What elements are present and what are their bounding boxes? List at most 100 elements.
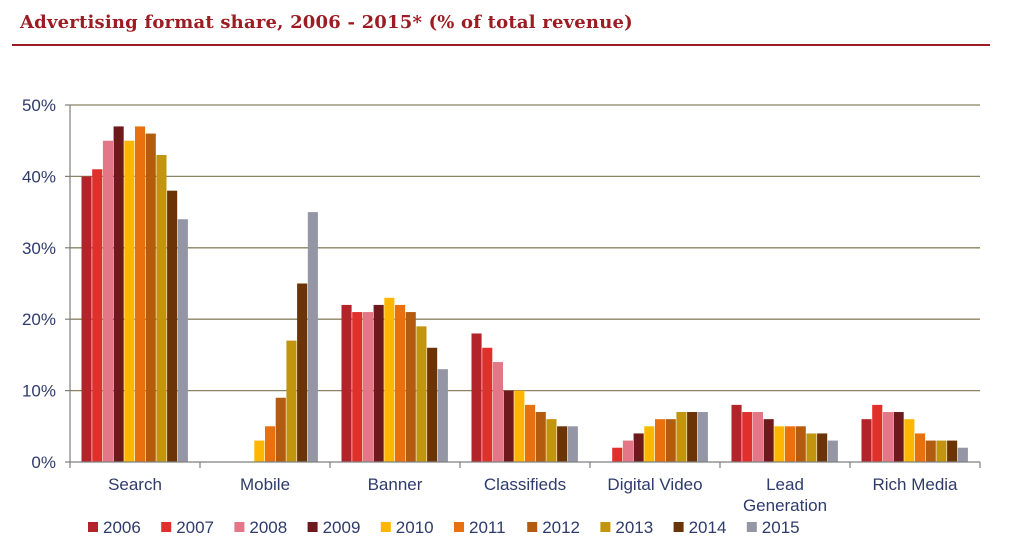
- bar-2015: [957, 447, 968, 462]
- bar-2006: [861, 419, 872, 462]
- bar-2015: [437, 369, 448, 462]
- x-tick-label: Search: [108, 475, 162, 494]
- bar-2013: [416, 326, 427, 462]
- bar-2011: [785, 426, 796, 462]
- legend-swatch-2010: [380, 522, 391, 532]
- y-tick-label: 20%: [22, 310, 56, 329]
- bar-2014: [557, 426, 568, 462]
- bar-2008: [492, 362, 503, 462]
- bar-2014: [427, 347, 438, 462]
- bar-2007: [612, 447, 623, 462]
- legend-label: 2010: [396, 518, 434, 537]
- legend: 2006 2007 2008 2009 2010 2011 2012 2013 2014 2015: [88, 518, 800, 537]
- legend-swatch-2008: [234, 522, 245, 532]
- bar-2014: [297, 283, 308, 462]
- axes: [65, 104, 981, 468]
- bar-2013: [806, 433, 817, 462]
- legend-label: 2012: [542, 518, 580, 537]
- bar-2011: [135, 126, 146, 463]
- bar-2010: [254, 440, 265, 462]
- bar-2014: [687, 412, 698, 462]
- bar-2009: [373, 304, 384, 462]
- x-tick-label: Mobile: [240, 475, 290, 494]
- bar-2015: [697, 412, 708, 462]
- legend-swatch-2013: [600, 522, 611, 532]
- bar-2010: [774, 426, 785, 462]
- bar-2012: [405, 312, 416, 462]
- bar-2011: [655, 419, 666, 462]
- bar-2007: [742, 412, 753, 462]
- legend-swatch-2012: [527, 522, 538, 532]
- bar-2009: [503, 390, 514, 462]
- bar-2008: [102, 140, 113, 462]
- bar-2015: [177, 219, 188, 462]
- legend-swatch-2009: [307, 522, 318, 532]
- bar-2006: [731, 404, 742, 462]
- bar-2014: [817, 433, 828, 462]
- y-tick-label: 30%: [22, 239, 56, 258]
- bar-2008: [882, 412, 893, 462]
- legend-label: 2009: [323, 518, 361, 537]
- bar-2007: [872, 404, 883, 462]
- bar-2015: [827, 440, 838, 462]
- x-axis-labels: Search Mobile Banner Classifieds Digital Vid…: [108, 475, 958, 515]
- legend-label: 2008: [249, 518, 287, 537]
- bar-2013: [936, 440, 947, 462]
- bar-2006: [81, 176, 92, 462]
- bar-2012: [665, 419, 676, 462]
- legend-label: 2013: [615, 518, 653, 537]
- bar-2013: [156, 154, 167, 463]
- legend-swatch-2011: [454, 522, 464, 532]
- y-axis-labels: 0% 10% 20% 30% 40% 50%: [22, 96, 56, 472]
- legend-label: 2007: [176, 518, 214, 537]
- bar-2012: [535, 412, 546, 462]
- legend-swatch-2006: [88, 522, 98, 532]
- bar-2009: [113, 126, 124, 463]
- bar-2009: [893, 412, 904, 462]
- bar-2008: [622, 440, 633, 462]
- gridlines: [70, 104, 980, 392]
- bar-2009: [763, 419, 774, 462]
- legend-label: 2015: [762, 518, 800, 537]
- bar-2008: [362, 312, 373, 462]
- bar-2010: [514, 390, 525, 462]
- bar-2013: [676, 412, 687, 462]
- bars: [81, 126, 968, 463]
- y-tick-label: 10%: [22, 382, 56, 401]
- x-tick-label: Lead Generation: [743, 475, 827, 515]
- y-tick-label: 50%: [22, 96, 56, 115]
- bar-2009: [633, 433, 644, 462]
- bar-2014: [167, 190, 178, 462]
- bar-2011: [915, 433, 926, 462]
- bar-2015: [307, 212, 318, 462]
- legend-swatch-2014: [673, 522, 684, 532]
- bar-2012: [145, 133, 156, 462]
- bar-2006: [341, 304, 352, 462]
- bar-2011: [395, 304, 406, 462]
- y-tick-label: 40%: [22, 167, 56, 186]
- bar-2011: [265, 426, 276, 462]
- x-tick-label: Banner: [368, 475, 423, 494]
- x-tick-label: Classifieds: [484, 475, 566, 494]
- bar-2007: [92, 169, 103, 462]
- legend-label: 2006: [103, 518, 141, 537]
- bar-2011: [525, 404, 536, 462]
- bar-2012: [925, 440, 936, 462]
- bar-2010: [904, 419, 915, 462]
- bar-2006: [471, 333, 482, 462]
- bar-2015: [567, 426, 578, 462]
- chart-title: Advertising format share, 2006 - 2015* (…: [20, 12, 633, 33]
- legend-swatch-2015: [746, 522, 757, 532]
- legend-swatch-2007: [161, 522, 172, 532]
- bar-2013: [286, 340, 297, 462]
- x-tick-label: Rich Media: [872, 475, 958, 494]
- x-tick-label: Digital Video: [607, 475, 702, 494]
- y-tick-label: 0%: [31, 453, 56, 472]
- bar-2014: [947, 440, 958, 462]
- bar-2007: [352, 312, 363, 462]
- title-divider: [12, 44, 990, 46]
- bar-2008: [752, 412, 763, 462]
- legend-label: 2011: [469, 518, 506, 537]
- bar-2013: [546, 419, 557, 462]
